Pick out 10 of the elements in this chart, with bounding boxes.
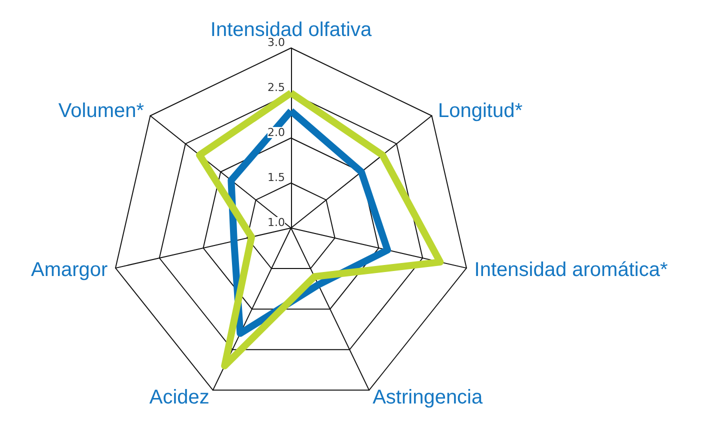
spoke-label: Amargor (31, 258, 108, 281)
spoke-label: Astringencia (372, 386, 484, 408)
spoke-label: Intensidad aromática* (474, 258, 668, 281)
spoke-label: Longitud* (438, 100, 523, 122)
spoke-label: Acidez (149, 386, 210, 408)
y-tick-label: 1.0 (268, 216, 285, 229)
y-tick-label: 1.5 (268, 171, 285, 184)
y-tick-label: 2.5 (268, 81, 285, 94)
y-tick-label: 2.0 (268, 126, 285, 139)
spoke-label: Volumen* (58, 100, 144, 122)
